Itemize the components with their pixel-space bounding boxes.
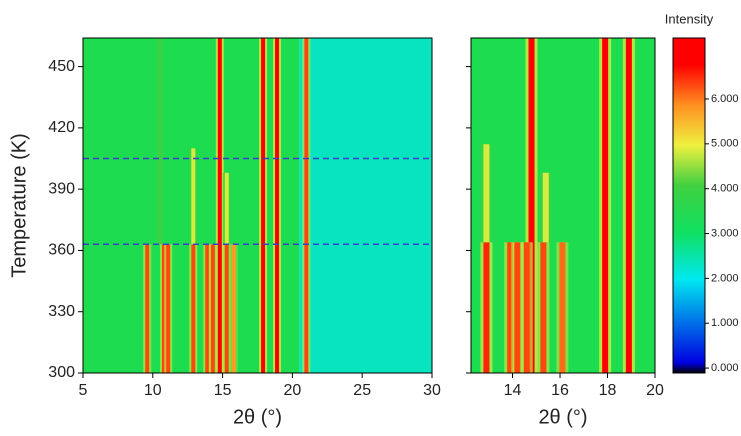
- peak: [145, 244, 150, 373]
- peak: [304, 38, 309, 373]
- z-tick-label: 5.000: [711, 138, 739, 150]
- peak: [191, 244, 196, 373]
- y-tick-label: 300: [48, 364, 75, 381]
- x-tick-label: 20: [284, 382, 302, 399]
- peak: [224, 172, 229, 245]
- peak: [540, 242, 547, 373]
- y-tick-label: 330: [48, 303, 75, 320]
- x-tick-label: 20: [646, 382, 664, 399]
- plot-frame: [82, 37, 433, 374]
- y-tick-label: 420: [48, 119, 75, 136]
- z-tick-label: 6.000: [711, 93, 739, 105]
- peak: [210, 244, 215, 373]
- x-tick-label: 14: [504, 382, 522, 399]
- peak: [224, 244, 229, 373]
- y-axis-label: Temperature (K): [8, 133, 30, 278]
- x-tick-label: 18: [599, 382, 617, 399]
- peak: [231, 244, 236, 373]
- peak: [559, 242, 566, 373]
- x-tick-label: 10: [144, 382, 162, 399]
- peak: [602, 38, 609, 373]
- colorbar-title: Intensity: [665, 11, 714, 26]
- peak: [625, 38, 632, 373]
- z-tick-label: 0.000: [711, 362, 739, 374]
- z-tick-label: 1.000: [711, 317, 739, 329]
- peak: [157, 38, 162, 245]
- peak: [528, 38, 535, 373]
- x-tick-label: 15: [214, 382, 232, 399]
- peak: [217, 38, 222, 373]
- colorbar: [672, 37, 706, 374]
- y-tick-label: 450: [48, 58, 75, 75]
- x-tick-label: 30: [423, 382, 441, 399]
- peak: [166, 244, 171, 373]
- x-axis-label: 2θ (°): [233, 406, 282, 428]
- x-tick-label: 16: [551, 382, 569, 399]
- peak: [261, 38, 266, 373]
- peak: [483, 144, 490, 243]
- peak: [523, 242, 530, 373]
- plot-frame: [470, 37, 656, 374]
- z-tick-label: 4.000: [711, 183, 739, 195]
- x-axis-label: 2θ (°): [538, 406, 587, 428]
- z-tick-label: 3.000: [711, 227, 739, 239]
- peak: [205, 244, 210, 373]
- band: [299, 38, 432, 373]
- y-tick-label: 390: [48, 180, 75, 197]
- peak: [191, 148, 196, 245]
- peak: [542, 172, 549, 243]
- x-tick-label: 5: [79, 382, 88, 399]
- peak: [507, 242, 514, 373]
- peak: [514, 242, 521, 373]
- peak: [275, 38, 280, 373]
- y-tick-label: 360: [48, 242, 75, 259]
- z-tick-label: 2.000: [711, 272, 739, 284]
- peak: [161, 244, 166, 373]
- peak: [483, 242, 490, 373]
- x-tick-label: 25: [353, 382, 371, 399]
